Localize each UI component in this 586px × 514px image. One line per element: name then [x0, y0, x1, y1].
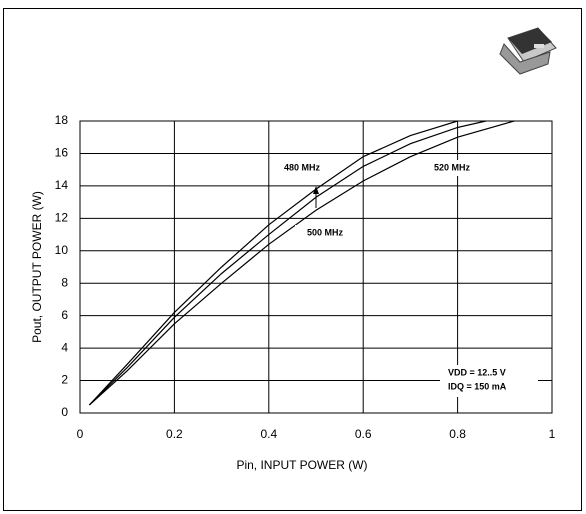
series-line — [89, 120, 515, 406]
y-tick-label: 0 — [61, 405, 68, 419]
y-tick-label: 14 — [55, 178, 69, 192]
legend-entry: 500 MHz — [307, 227, 344, 237]
arrow-head — [313, 186, 319, 194]
x-tick-label: 0.6 — [355, 427, 372, 441]
x-axis-label: Pin, INPUT POWER (W) — [236, 458, 367, 472]
y-tick-label: 12 — [55, 211, 69, 225]
annotation-bg — [440, 365, 538, 397]
x-tick-label: 0.2 — [166, 427, 183, 441]
y-tick-label: 6 — [61, 308, 68, 322]
y-tick-label: 10 — [55, 243, 69, 257]
frame — [3, 8, 582, 511]
component-icon — [499, 27, 557, 75]
legend-entry: 520 MHz — [434, 162, 471, 172]
x-tick-label: 0.8 — [449, 427, 466, 441]
legend-entry: 480 MHz — [284, 162, 321, 172]
y-tick-label: 2 — [61, 373, 68, 387]
annotation: VDD = 12..5 V — [448, 367, 506, 377]
annotation: IDQ = 150 mA — [448, 381, 507, 391]
label-bg — [295, 225, 355, 241]
x-tick-label: 0 — [77, 427, 84, 441]
label-bg — [272, 160, 332, 176]
x-tick-label: 1 — [549, 427, 556, 441]
y-tick-label: 8 — [61, 275, 68, 289]
y-tick-label: 16 — [55, 146, 69, 160]
x-tick-label: 0.4 — [260, 427, 277, 441]
y-tick-label: 4 — [61, 340, 68, 354]
series-line — [89, 120, 458, 406]
y-axis-label: Pout, OUTPUT POWER (W) — [30, 191, 44, 343]
series-line — [89, 120, 487, 406]
y-tick-label: 18 — [55, 113, 69, 127]
label-bg — [422, 160, 482, 176]
